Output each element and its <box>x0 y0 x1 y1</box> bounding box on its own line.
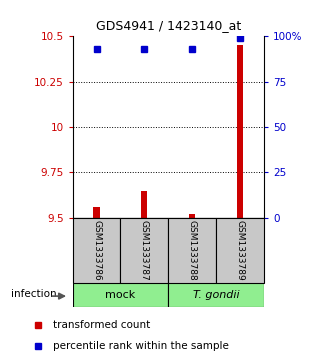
Bar <box>168 218 216 283</box>
Text: GSM1333786: GSM1333786 <box>92 220 101 281</box>
Bar <box>216 218 264 283</box>
Text: transformed count: transformed count <box>53 321 150 330</box>
Bar <box>73 283 168 307</box>
Text: infection: infection <box>11 289 56 299</box>
Bar <box>141 191 148 218</box>
Text: GSM1333789: GSM1333789 <box>236 220 245 281</box>
Bar <box>189 214 195 218</box>
Bar <box>120 218 168 283</box>
Text: mock: mock <box>105 290 136 300</box>
Bar <box>93 207 100 218</box>
Bar <box>237 45 243 218</box>
Bar <box>168 283 264 307</box>
Text: GSM1333787: GSM1333787 <box>140 220 149 281</box>
Text: T. gondii: T. gondii <box>193 290 240 300</box>
Title: GDS4941 / 1423140_at: GDS4941 / 1423140_at <box>96 19 241 32</box>
Bar <box>73 218 120 283</box>
Text: percentile rank within the sample: percentile rank within the sample <box>53 341 229 351</box>
Text: GSM1333788: GSM1333788 <box>188 220 197 281</box>
